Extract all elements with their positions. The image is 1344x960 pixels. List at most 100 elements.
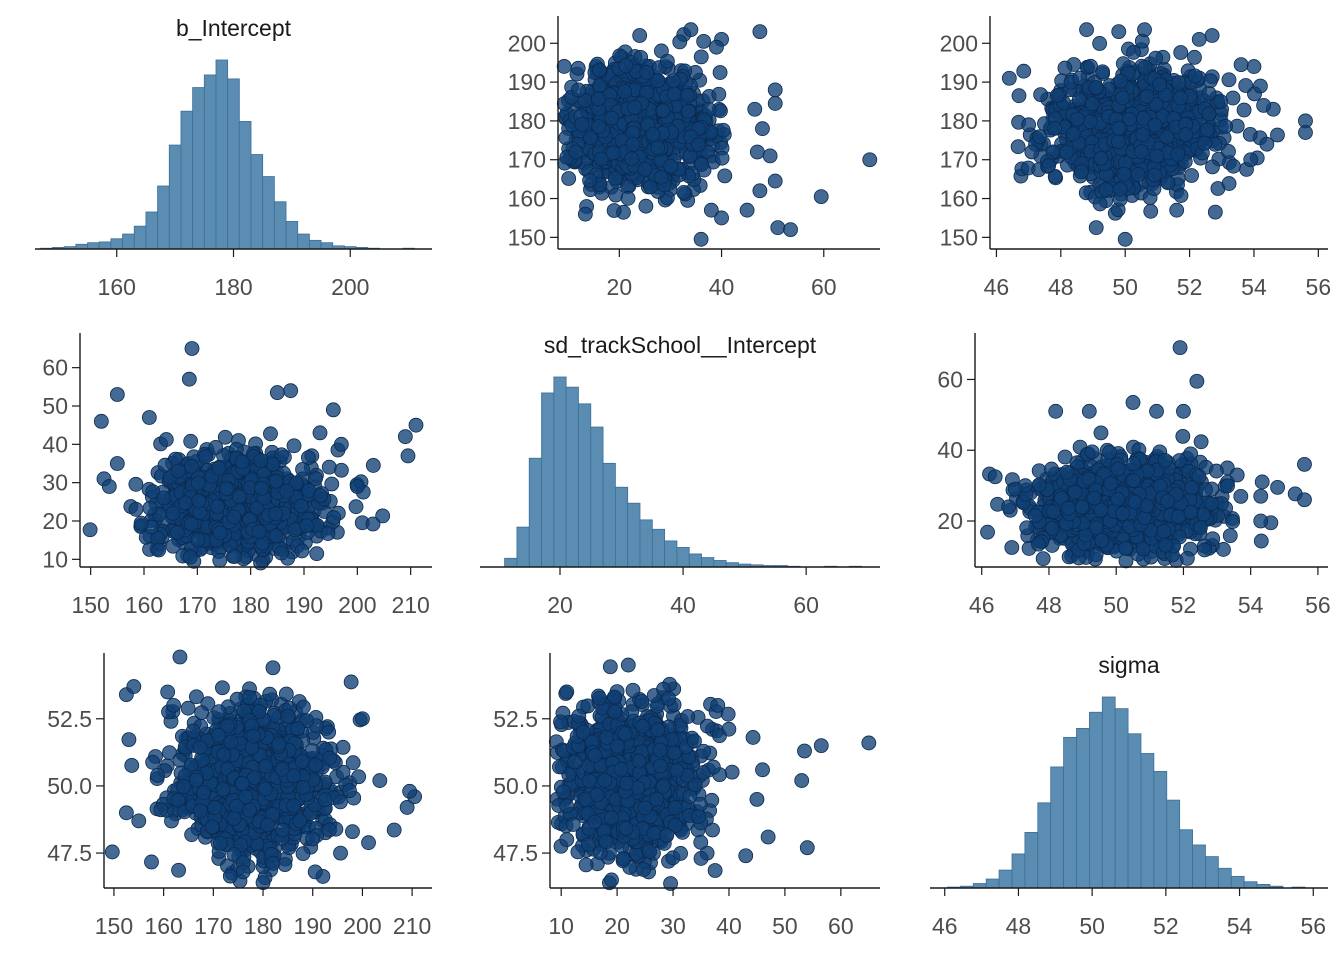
scatter-point — [627, 99, 642, 115]
y-tick-label: 40 — [42, 431, 68, 457]
scatter-point — [1110, 491, 1126, 507]
scatter-point — [1149, 148, 1165, 164]
scatter-point — [752, 183, 768, 199]
scatter-point — [583, 130, 598, 146]
x-tick-label: 46 — [969, 592, 995, 618]
scatter-point — [1127, 494, 1143, 510]
histogram-bar — [602, 462, 616, 568]
scatter-point — [1031, 536, 1046, 552]
scatter-point — [1103, 476, 1119, 491]
y-tick-label: 150 — [940, 224, 978, 250]
scatter-point — [1256, 97, 1272, 113]
scatter-point — [184, 341, 200, 356]
y-tick-label: 180 — [940, 108, 978, 134]
scatter-point — [212, 525, 228, 541]
x-tick-label: 160 — [98, 274, 136, 300]
scatter-point — [1149, 403, 1164, 419]
scatter-point — [691, 137, 706, 153]
scatter-point — [762, 148, 778, 164]
scatter-point — [1117, 231, 1133, 247]
scatter-point — [1079, 22, 1094, 38]
scatter-point — [1125, 395, 1141, 410]
histogram-bar — [75, 243, 88, 250]
scatter-point — [1031, 477, 1047, 493]
scatter-point — [365, 458, 381, 473]
scatter-point — [617, 84, 633, 100]
scatter-point — [681, 103, 696, 119]
scatter-point — [348, 499, 364, 515]
scatter-point — [191, 493, 207, 509]
scatter-point — [561, 171, 577, 186]
scatter-point — [274, 545, 289, 561]
scatter-point — [608, 187, 624, 203]
scatter-point — [1111, 24, 1127, 40]
histogram-bar — [215, 59, 229, 250]
scatter-point — [142, 500, 158, 516]
histogram-bar — [713, 560, 727, 568]
scatter-point — [1156, 523, 1172, 539]
histogram-bar — [516, 526, 530, 568]
scatter-point — [308, 471, 323, 486]
scatter-point — [1259, 136, 1275, 152]
scatter-point — [618, 58, 634, 74]
scatter-point — [309, 546, 325, 562]
scatter-point — [279, 483, 295, 499]
scatter-point — [1201, 106, 1217, 122]
histogram-bar — [614, 486, 629, 568]
scatter-point — [714, 210, 729, 226]
scatter-point — [1067, 484, 1083, 500]
y-tick-label: 200 — [940, 30, 978, 56]
x-tick-label: 46 — [984, 274, 1010, 300]
scatter-point — [299, 518, 314, 534]
scatter-point — [1126, 456, 1142, 472]
scatter-point — [1111, 120, 1127, 136]
y-tick-label: 170 — [508, 147, 546, 173]
scatter-point — [1112, 181, 1128, 197]
histogram-bar — [262, 176, 275, 250]
scatter-point — [747, 101, 763, 117]
scatter-point — [1044, 520, 1060, 536]
scatter-point — [711, 86, 727, 102]
scatter-point — [1086, 490, 1102, 506]
scatter-point — [208, 440, 224, 455]
scatter-point — [1092, 36, 1108, 51]
scatter-point — [128, 476, 144, 492]
histogram-bar — [688, 553, 702, 568]
scatter-point — [1133, 144, 1149, 160]
y-tick-label: 10 — [42, 546, 68, 572]
scatter-point — [1238, 78, 1254, 93]
scatter-point — [1016, 63, 1032, 79]
histogram-bar — [590, 426, 604, 568]
scatter-point — [1204, 28, 1220, 43]
scatter-point — [1243, 152, 1259, 168]
scatter-point — [650, 73, 666, 89]
scatter-point — [128, 501, 144, 517]
scatter-point — [1270, 479, 1285, 495]
scatter-point — [1221, 176, 1237, 191]
scatter-point — [326, 510, 342, 526]
x-tick-label: 48 — [1048, 274, 1074, 300]
scatter-point — [286, 438, 302, 454]
histogram-bar — [553, 376, 567, 568]
scatter-point — [1033, 87, 1049, 103]
scatter-point — [226, 509, 242, 525]
scatter-point — [1205, 159, 1220, 175]
scatter-point — [93, 413, 109, 429]
y-tick-label: 180 — [508, 108, 546, 134]
scatter-point — [183, 433, 199, 449]
scatter-point — [156, 490, 172, 506]
histogram-bar — [238, 121, 252, 250]
scatter-point — [653, 169, 669, 185]
scatter-point — [1171, 75, 1187, 91]
scatter-point — [1253, 513, 1269, 529]
scatter-point — [1024, 144, 1040, 160]
x-tick-label: 20 — [607, 274, 633, 300]
scatter-point — [645, 126, 661, 142]
scatter-point — [1198, 482, 1213, 498]
scatter-point — [397, 429, 413, 445]
scatter-point — [1152, 77, 1168, 93]
scatter-point — [400, 448, 416, 464]
histogram-bar — [122, 233, 135, 250]
